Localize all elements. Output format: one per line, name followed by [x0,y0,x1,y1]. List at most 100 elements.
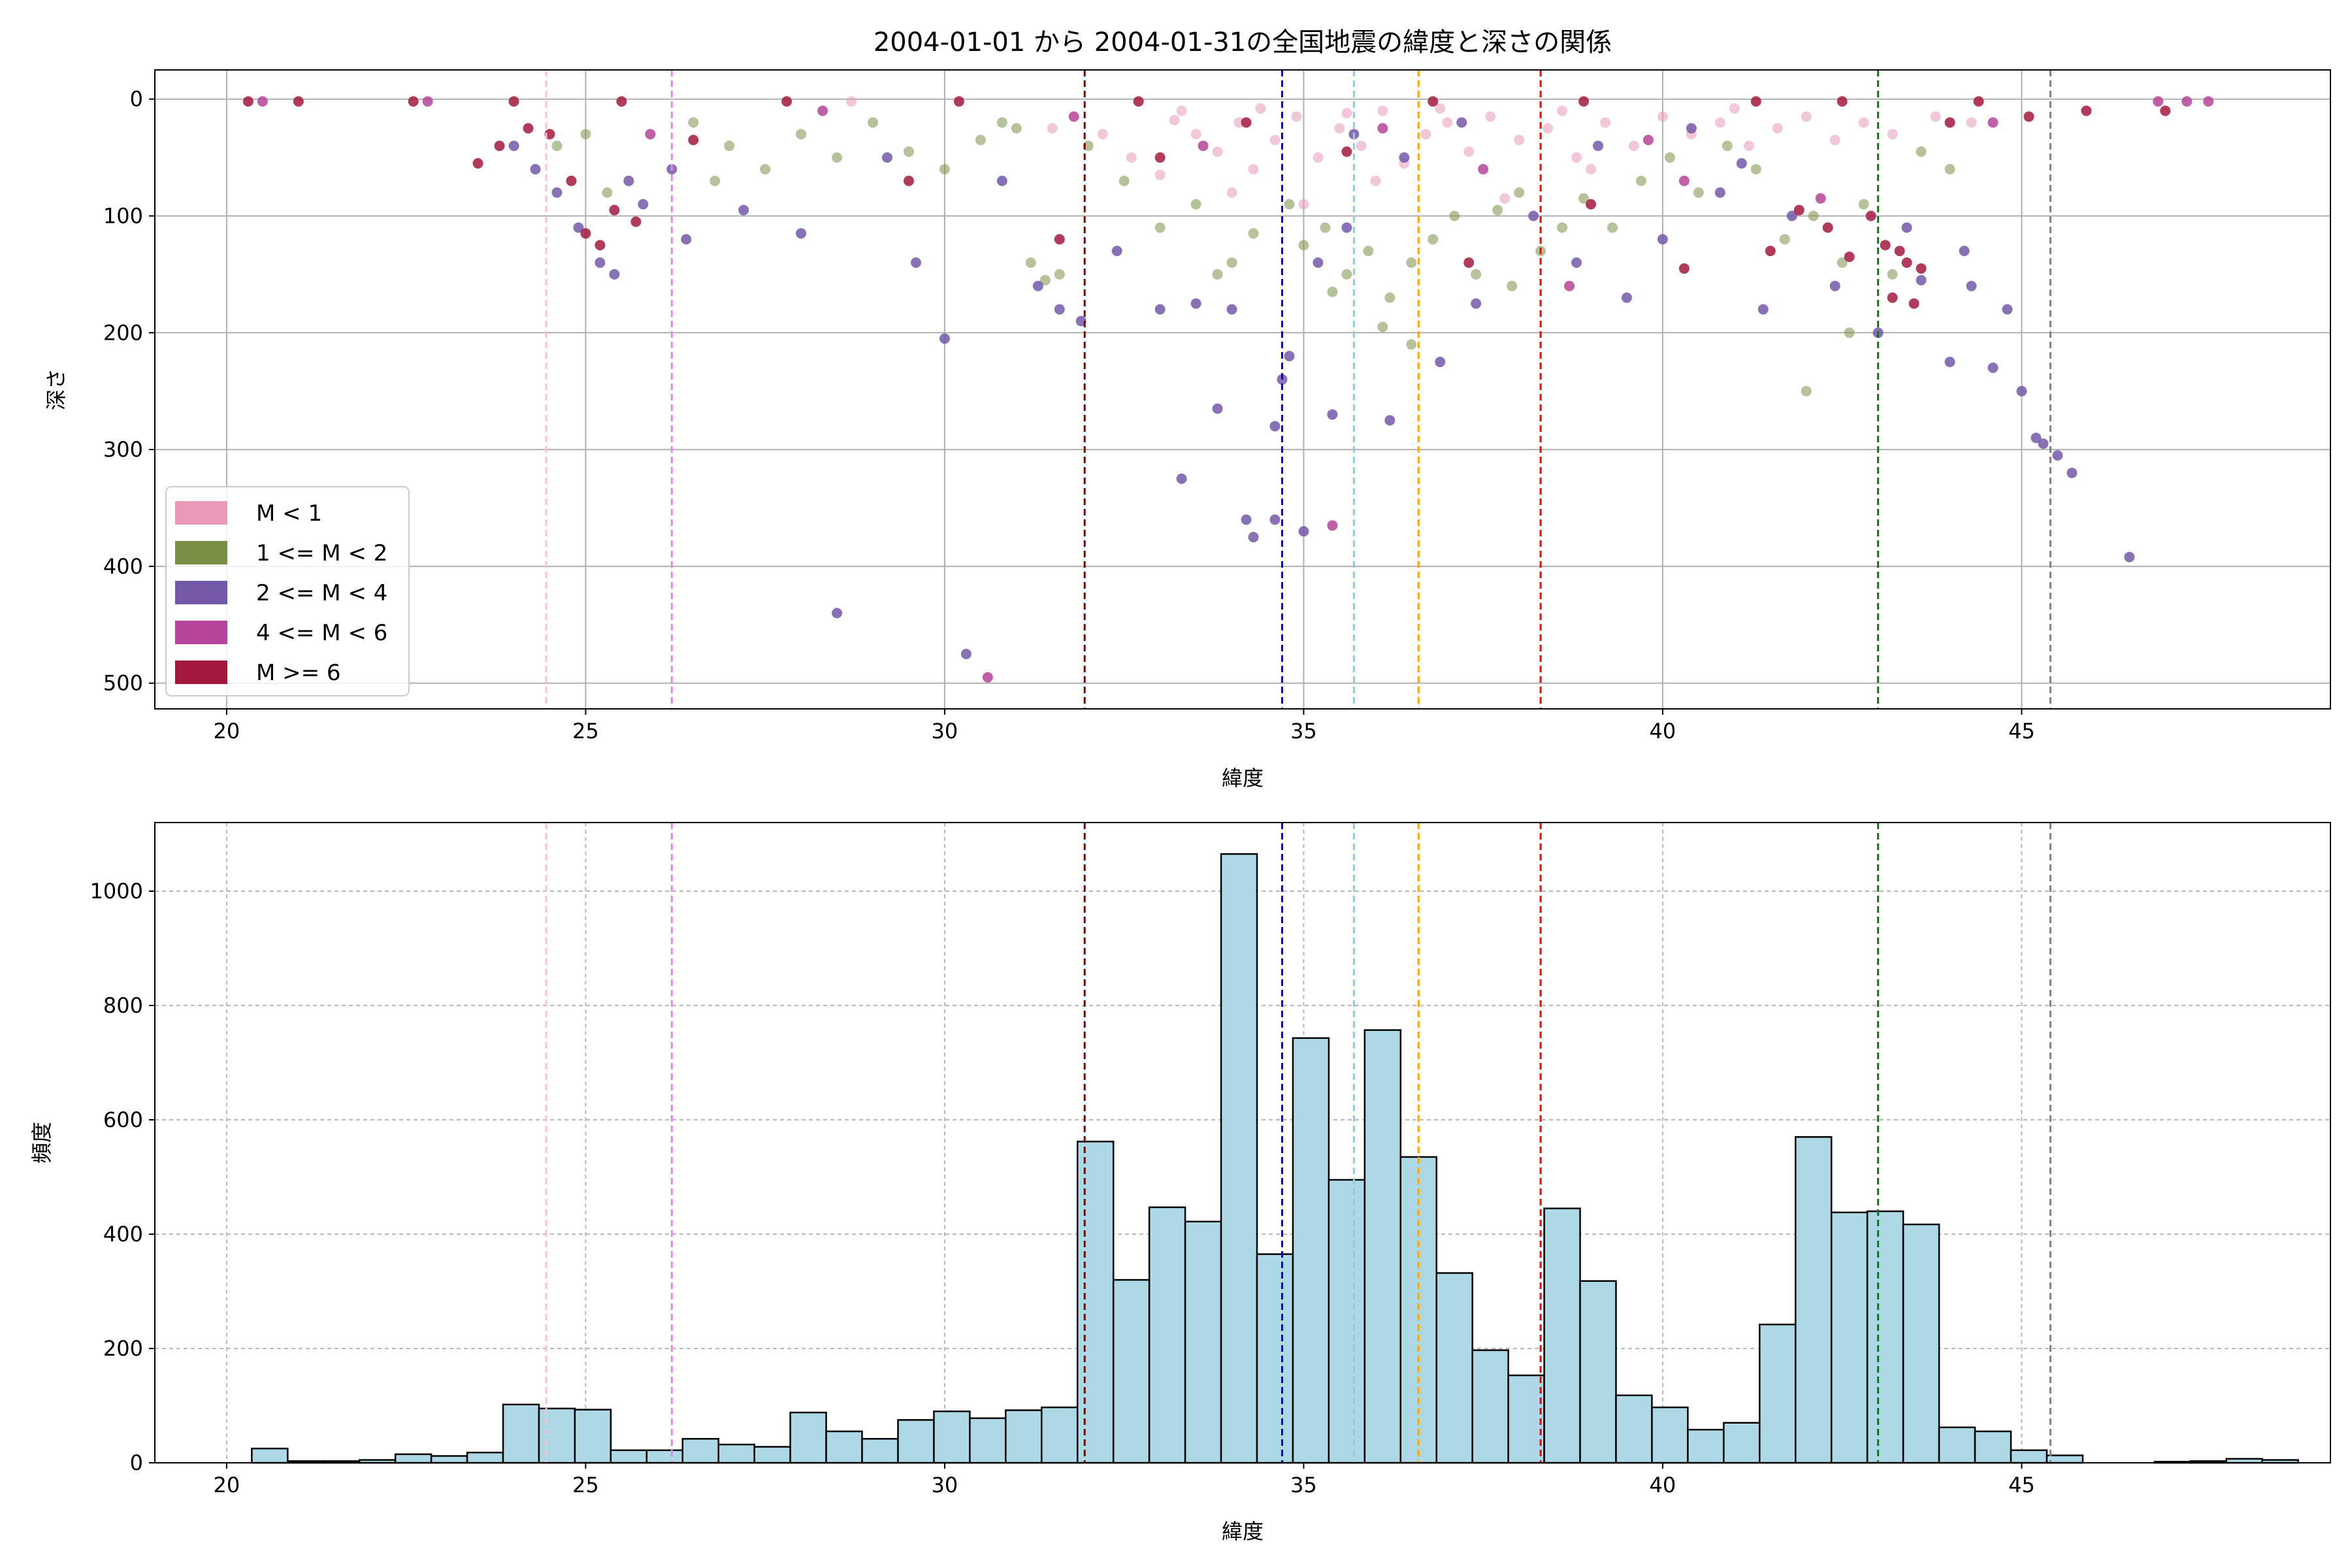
scatter-point [1428,234,1439,245]
histogram-bar [538,1407,576,1464]
scatter-point [796,228,807,239]
scatter-point [1887,129,1898,140]
scatter-point [1901,222,1912,233]
histogram-bar [394,1453,433,1464]
scatter-point [1212,146,1223,157]
histogram-bar [1041,1406,1079,1464]
scatter-point [1039,274,1051,286]
scatter-point [1341,146,1352,157]
histogram-x-tick-label: 35 [1290,1473,1317,1497]
histogram-bar [1507,1374,1545,1464]
scatter-point [688,117,699,128]
scatter-point [1514,135,1525,146]
scatter-point [1564,280,1575,291]
scatter-point [1320,222,1331,233]
legend-label: M >= 6 [256,660,341,686]
scatter-point [1478,163,1489,174]
histogram-bar [1759,1324,1797,1464]
scatter-point [868,117,879,128]
histogram-frame [154,822,2331,1463]
scatter-point [1154,169,1166,180]
scatter-point [1678,175,1690,186]
histogram-bar [1866,1210,1904,1464]
scatter-point [1133,96,1144,107]
histogram-y-tick-label: 400 [103,1222,143,1247]
scatter-point [1291,111,1302,122]
scatter-x-tick-label: 35 [1290,719,1317,743]
scatter-point [1729,103,1740,114]
scatter-series-1 [551,117,1955,397]
scatter-point [1406,257,1417,269]
scatter-point [1212,269,1223,280]
scatter-point [1025,257,1036,269]
scatter-point [1686,123,1697,134]
scatter-panel: 20 25 30 35 40 45 0 100 200 300 400 500 緯度 深さ M < … [44,69,2331,791]
scatter-point [1765,246,1776,257]
scatter-y-tick-label: 300 [103,437,143,462]
scatter-point [1435,356,1446,367]
scatter-point [1377,105,1388,116]
scatter-point [1471,269,1482,280]
scatter-point [1600,117,1610,128]
scatter-y-tick-label: 500 [103,671,143,696]
scatter-point [1097,129,1108,140]
scatter-point [681,234,692,245]
scatter-x-ticks: 20 25 30 35 40 45 [214,709,2035,743]
scatter-point [1327,409,1338,420]
scatter-point [982,672,993,683]
scatter-x-tick-label: 45 [2008,719,2035,743]
histogram-bar [1112,1279,1151,1464]
histogram-bar [1651,1406,1689,1464]
legend-swatch [175,621,227,644]
legend-swatch [175,541,227,564]
histogram-y-tick-label: 800 [103,993,143,1018]
scatter-point [472,158,483,169]
scatter-point [1384,415,1396,426]
scatter-point [2031,433,2042,444]
scatter-point [638,199,649,210]
scatter-point [1772,123,1783,134]
scatter-point [2181,96,2193,107]
scatter-point [530,163,541,174]
histogram-bar [610,1449,648,1464]
histogram-bar [1938,1426,1976,1464]
scatter-point [1837,96,1848,107]
scatter-point [996,175,1007,186]
scatter-point [2203,96,2214,107]
scatter-point [1586,199,1597,210]
scatter-frame [154,69,2331,710]
scatter-point [910,257,921,269]
legend-label: 4 <= M < 6 [256,620,387,646]
scatter-point [2052,450,2063,461]
histogram-bar [1435,1272,1473,1464]
scatter-point [817,105,828,116]
scatter-point [1743,140,1754,152]
histogram-bar [1076,1141,1115,1464]
histogram-bar [2010,1449,2048,1464]
scatter-legend: M < 1 1 <= M < 2 2 <= M < 4 4 <= M < 6 M >= … [165,486,410,696]
scatter-point [710,175,721,186]
scatter-point [1377,123,1388,134]
scatter-point [1916,274,1927,286]
scatter-point [580,129,591,140]
scatter-point [1341,222,1352,233]
scatter-point [1987,117,1999,128]
histogram-y-tick-label: 0 [130,1450,143,1475]
scatter-point [242,96,253,107]
scatter-point [1722,140,1733,152]
scatter-point [1032,280,1043,291]
legend-swatch [175,581,227,604]
scatter-point [1714,117,1725,128]
histogram-bar [789,1411,827,1464]
scatter-point [257,96,268,107]
scatter-point [566,175,577,186]
scatter-point [1916,146,1927,157]
scatter-point [1901,257,1912,269]
scatter-point [1916,263,1927,274]
scatter-point [1169,114,1180,125]
histogram-bar [969,1417,1007,1464]
scatter-point [1463,257,1475,269]
scatter-point [1119,175,1130,186]
scatter-point [846,96,857,107]
scatter-point [1269,514,1281,525]
